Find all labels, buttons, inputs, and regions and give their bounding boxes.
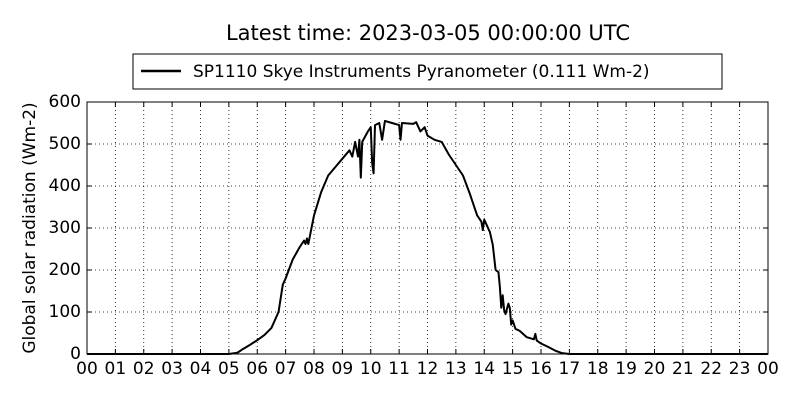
x-tick-label: 08 xyxy=(303,359,325,379)
x-tick-label: 10 xyxy=(360,359,382,379)
y-tick-label: 300 xyxy=(49,218,81,238)
x-tick-label: 03 xyxy=(161,359,183,379)
legend-box xyxy=(132,53,723,90)
data-line xyxy=(87,119,768,355)
x-tick-label: 00 xyxy=(76,359,98,379)
x-tick-label: 12 xyxy=(417,359,439,379)
x-tick-label: 17 xyxy=(559,359,581,379)
y-tick-label: 600 xyxy=(49,92,81,112)
y-tick-label: 200 xyxy=(49,260,81,280)
y-axis-label: Global solar radiation (Wm-2) xyxy=(20,102,40,353)
x-tick-label: 05 xyxy=(218,359,240,379)
y-tick-label: 400 xyxy=(49,176,81,196)
x-tick-label: 13 xyxy=(445,359,467,379)
x-tick-label: 16 xyxy=(530,359,552,379)
x-tick-label: 07 xyxy=(275,359,297,379)
x-tick-label: 20 xyxy=(644,359,666,379)
plot-frame xyxy=(86,101,769,355)
legend-label: SP1110 Skye Instruments Pyranometer (0.1… xyxy=(193,62,650,82)
y-tick-label: 100 xyxy=(49,302,81,322)
y-tick-label: 0 xyxy=(70,344,81,364)
x-tick-label: 11 xyxy=(388,359,410,379)
x-tick-label: 21 xyxy=(672,359,694,379)
x-tick-label: 06 xyxy=(246,359,268,379)
y-tick-label: 500 xyxy=(49,134,81,154)
x-tick-label: 00 xyxy=(757,359,779,379)
x-tick-label: 19 xyxy=(615,359,637,379)
x-tick-label: 02 xyxy=(133,359,155,379)
x-tick-label: 22 xyxy=(700,359,722,379)
x-tick-label: 04 xyxy=(190,359,212,379)
x-tick-label: 09 xyxy=(332,359,354,379)
x-tick-label: 14 xyxy=(473,359,495,379)
chart-title: Latest time: 2023-03-05 00:00:00 UTC xyxy=(226,21,630,45)
x-tick-label: 15 xyxy=(502,359,524,379)
x-tick-label: 01 xyxy=(105,359,127,379)
x-tick-label: 23 xyxy=(729,359,751,379)
x-tick-label: 18 xyxy=(587,359,609,379)
